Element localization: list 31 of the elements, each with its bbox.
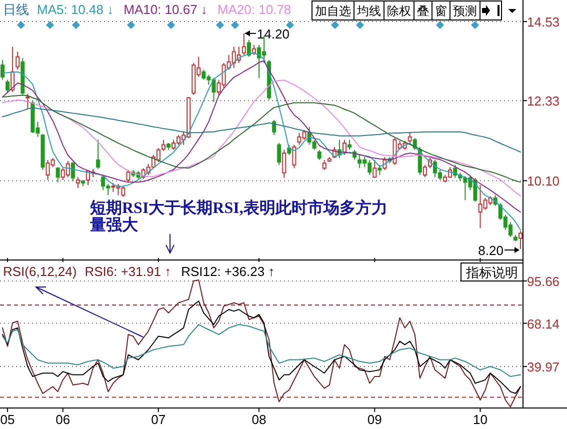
annotation: 均线 [356,4,381,18]
x-tick-label: 10 [473,412,488,427]
annotation: 除权 [387,4,411,18]
annotation: 8.20 [478,243,520,258]
legend: RSI(6,12,24) RSI6: +31.91 ↑ RSI12: +36.23 ↑ [3,264,275,279]
x-tick-label: 05 [0,412,15,427]
annotation: 8.20 [478,243,504,258]
line-series [2,279,521,408]
line-series [2,324,521,377]
legend: 日线 MA5: 10.48 ↓ MA10: 10.67 ↓ MA20: 10.78 [3,2,292,17]
x-tick-label: 09 [367,412,382,427]
y-tick-label: 10.10 [527,174,560,189]
y-tick-label: 68.14 [527,316,560,332]
annotation: 14.20 [244,26,290,42]
note: 短期RSI大于长期RSI,表明此时市场多方力量强大 [90,200,388,234]
line-series [2,94,521,183]
annotation: 加自选 [315,4,351,18]
annotation: 窗 [435,4,447,18]
line-series [2,80,521,196]
x-tick-label: 08 [252,412,266,427]
y-tick-label: 95.66 [527,274,560,289]
y-tick-label: 39.97 [527,360,560,375]
annotation: 指标说明 [465,265,518,280]
line-series [2,107,521,152]
annotation: 叠 [417,4,429,18]
y-tick-label: 14.53 [527,14,560,30]
annotation: 14.20 [256,26,290,42]
x-tick-label: 06 [56,412,70,427]
x-tick-label: 07 [151,412,166,427]
y-tick-label: 12.33 [527,94,560,109]
annotation: 预测 [453,4,477,18]
